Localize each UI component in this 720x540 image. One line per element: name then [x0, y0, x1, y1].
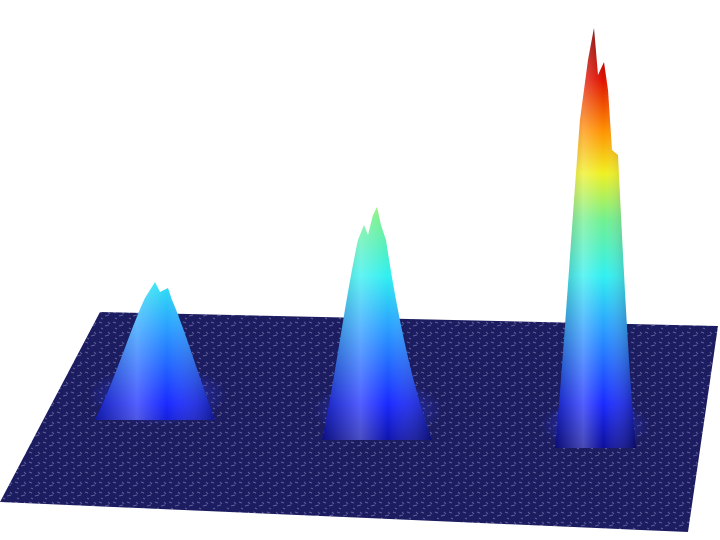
peak-left: [88, 282, 228, 425]
peak-right: [540, 28, 650, 450]
peak-middle: [313, 207, 443, 440]
